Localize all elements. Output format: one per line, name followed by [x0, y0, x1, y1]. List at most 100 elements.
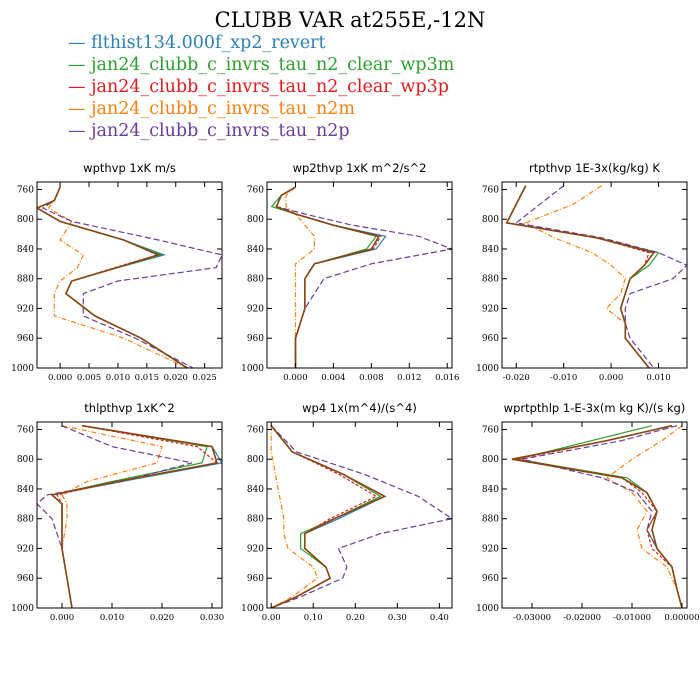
series-line: [514, 185, 687, 368]
y-tick-label: 760: [17, 185, 34, 195]
x-tick-label: -0.02000: [563, 613, 601, 623]
y-tick-label: 880: [17, 515, 34, 525]
legend-label: jan24_clubb_c_invrs_tau_n2m: [91, 99, 355, 119]
series-line: [37, 186, 188, 368]
series-line: [270, 425, 378, 608]
legend-line-marker: —: [68, 77, 92, 97]
y-tick-label: 840: [482, 245, 499, 255]
series-group: [270, 186, 452, 368]
legend-entry: — jan24_clubb_c_invrs_tau_n2m: [68, 98, 454, 120]
y-tick-label: 920: [247, 304, 264, 314]
legend-entry: — jan24_clubb_c_invrs_tau_n2_clear_wp3m: [68, 54, 454, 76]
x-tick-label: 0.016: [435, 373, 459, 383]
series-line: [270, 186, 378, 368]
x-tick-label: 0.012: [397, 373, 421, 383]
y-tick-label: 1000: [11, 604, 34, 614]
x-tick-label: -0.03000: [513, 613, 551, 623]
chart-panel: wp2thvp 1xK m^2/s^2 760 800 840 880 920 960 100…: [241, 161, 459, 383]
x-tick-label: 0.030: [200, 613, 224, 623]
y-tick-label: 760: [247, 425, 264, 435]
plot-frame: [266, 421, 453, 609]
x-tick-label: 0.010: [646, 373, 670, 383]
y-tick-label: 760: [247, 185, 264, 195]
x-tick-label: 0.005: [77, 373, 101, 383]
x-tick-label: 0.010: [106, 373, 130, 383]
series-line: [61, 425, 163, 608]
x-tick-label: 0.10: [304, 613, 323, 623]
series-line: [50, 424, 219, 608]
x-tick-label: 0.40: [430, 613, 449, 623]
y-tick-label: 880: [247, 515, 264, 525]
y-tick-label: 960: [17, 574, 34, 584]
legend-label: jan24_clubb_c_invrs_tau_n2_clear_wp3m: [91, 55, 455, 75]
x-tick-label: 0.010: [100, 613, 124, 623]
x-tick-label: 0.000: [50, 613, 74, 623]
x-tick-label: 0.20: [346, 613, 365, 623]
y-tick-label: 920: [17, 304, 34, 314]
series-line: [41, 186, 222, 368]
series-line: [37, 186, 188, 368]
x-tick-label: 0.000: [599, 373, 623, 383]
x-tick-label: 0.000: [283, 373, 307, 383]
panel-title: wpthvp 1xK m/s: [83, 161, 176, 175]
series-line: [511, 424, 683, 608]
y-tick-label: 960: [17, 334, 34, 344]
y-tick-label: 800: [17, 455, 34, 465]
series-line: [524, 185, 650, 368]
series-line: [605, 425, 683, 608]
y-tick-label: 760: [17, 425, 34, 435]
chart-panel: wpthvp 1xK m/s 760 800 840 880 920 960 1000 0.00…: [11, 161, 223, 383]
main-title: CLUBB VAR at255E,-12N: [214, 8, 486, 32]
y-tick-label: 880: [17, 275, 34, 285]
x-tick-label: 0.30: [388, 613, 407, 623]
y-tick-label: 880: [482, 275, 499, 285]
legend-label: jan24_clubb_c_invrs_tau_n2_clear_wp3p: [91, 77, 449, 97]
x-tick-label: 0.004: [321, 373, 345, 383]
x-tick-label: 0.008: [359, 373, 383, 383]
y-tick-label: 800: [482, 455, 499, 465]
panel-title: thlpthvp 1xK^2: [84, 401, 174, 415]
y-tick-label: 920: [247, 544, 264, 554]
chart-panel: rtpthvp 1E-3x(kg/kg) K 760 800 840 880 920 960…: [476, 161, 688, 383]
legend-label: flthist134.000f_xp2_revert: [91, 33, 326, 53]
plot-frame: [501, 181, 688, 369]
series-line: [37, 186, 188, 368]
y-tick-label: 800: [17, 215, 34, 225]
y-tick-label: 880: [482, 515, 499, 525]
y-tick-label: 880: [247, 275, 264, 285]
series-line: [270, 425, 387, 608]
series-line: [56, 425, 219, 608]
y-tick-label: 760: [482, 185, 499, 195]
series-line: [285, 186, 315, 368]
series-line: [50, 425, 208, 608]
x-tick-label: 0.000: [48, 373, 72, 383]
series-group: [37, 424, 222, 608]
series-group: [505, 185, 687, 368]
series-line: [37, 425, 193, 608]
legend-line-marker: —: [68, 33, 92, 53]
y-tick-label: 1000: [241, 364, 264, 374]
series-line: [270, 425, 319, 608]
series-group: [270, 425, 452, 608]
x-tick-label: 0.00: [262, 613, 281, 623]
y-tick-label: 840: [482, 485, 499, 495]
y-tick-label: 840: [17, 485, 34, 495]
chart-panel: thlpthvp 1xK^2 760 800 840 880 920 960 1000 0.00…: [11, 401, 224, 623]
series-line: [275, 186, 452, 368]
series-line: [50, 425, 222, 608]
y-tick-label: 800: [247, 215, 264, 225]
panel-title: rtpthvp 1E-3x(kg/kg) K: [529, 161, 660, 175]
series-line: [505, 185, 656, 368]
chart-panel: wprtpthlp 1-E-3x(m kg K)/(s kg) 760 800 840…: [476, 401, 699, 623]
y-tick-label: 920: [482, 304, 499, 314]
legend-line-marker: —: [68, 99, 92, 119]
legend-line-marker: —: [68, 55, 92, 75]
series-line: [47, 186, 188, 368]
panel-title: wp2thvp 1xK m^2/s^2: [293, 161, 427, 175]
y-tick-label: 840: [247, 245, 264, 255]
plot-frame: [36, 421, 223, 609]
y-tick-label: 1000: [476, 364, 499, 374]
y-tick-label: 840: [17, 245, 34, 255]
legend-entry: — flthist134.000f_xp2_revert: [68, 32, 454, 54]
